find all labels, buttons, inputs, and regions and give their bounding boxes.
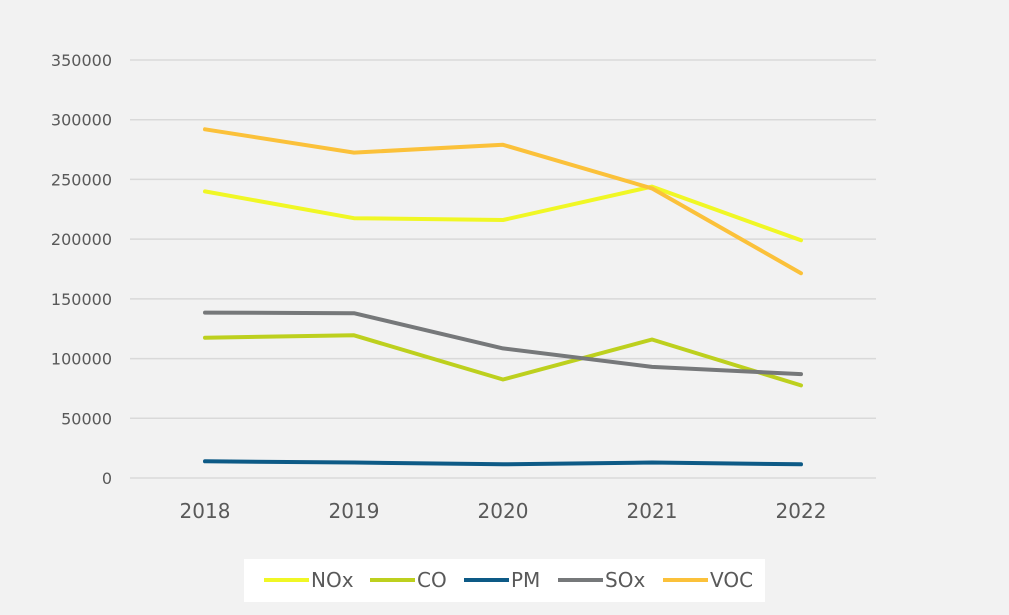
- series-line-co: [203, 333, 803, 388]
- x-axis-tick-labels: 2018 2019 2020 2021 2022: [180, 499, 827, 523]
- x-tick-label: 2018: [180, 499, 231, 523]
- series-line-nox: [203, 184, 803, 243]
- y-tick-label: 200000: [51, 230, 112, 249]
- y-tick-label: 300000: [51, 111, 112, 130]
- y-tick-label: 0: [102, 469, 112, 488]
- y-tick-label: 350000: [51, 51, 112, 70]
- series-line-sox: [203, 310, 803, 377]
- y-tick-label: 250000: [51, 170, 112, 189]
- x-tick-label: 2020: [478, 499, 529, 523]
- y-tick-label: 100000: [51, 350, 112, 369]
- gridlines: [130, 59, 876, 479]
- legend-label-voc: VOC: [710, 568, 753, 592]
- y-tick-label: 50000: [61, 409, 112, 428]
- y-tick-label: 150000: [51, 290, 112, 309]
- legend-label-co: CO: [417, 568, 447, 592]
- x-tick-label: 2019: [329, 499, 380, 523]
- y-axis-tick-labels: 0 50000 100000 150000 200000 250000 300000 3500…: [51, 51, 112, 488]
- series-line-pm: [203, 459, 803, 467]
- series-line-voc: [203, 127, 803, 276]
- legend-label-nox: NOx: [311, 568, 354, 592]
- legend-label-pm: PM: [511, 568, 540, 592]
- series-lines: [203, 127, 803, 467]
- legend-label-sox: SOx: [605, 568, 645, 592]
- x-tick-label: 2021: [627, 499, 678, 523]
- legend: NOx CO PM SOx VOC: [244, 559, 765, 602]
- x-tick-label: 2022: [776, 499, 827, 523]
